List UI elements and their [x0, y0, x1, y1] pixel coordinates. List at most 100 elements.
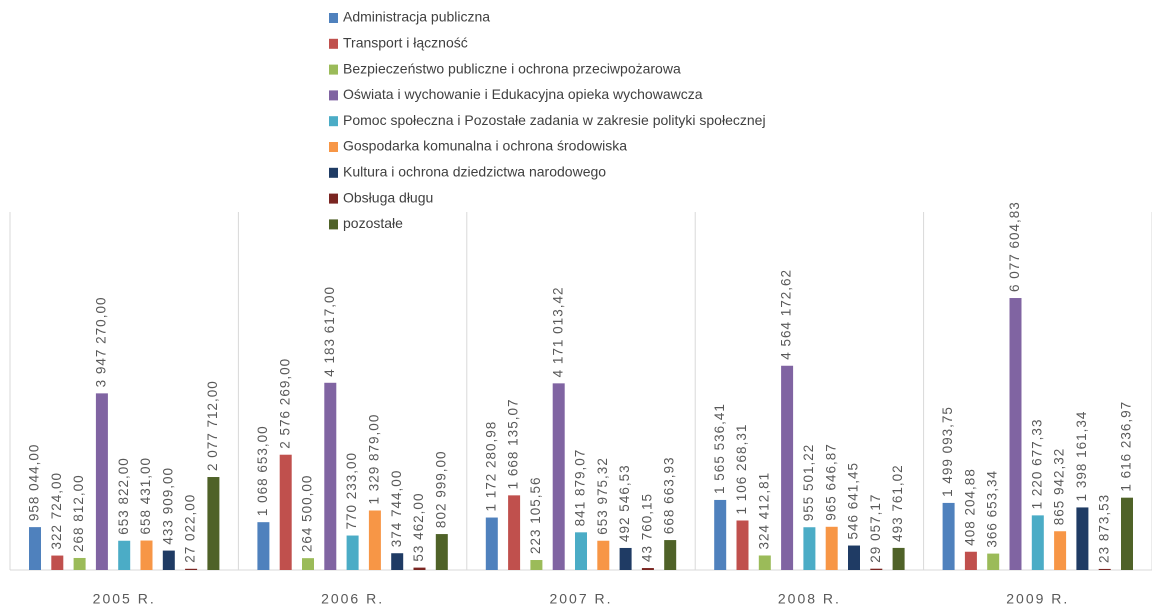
- value-label: 374 744,00: [389, 470, 404, 548]
- value-label: 492 546,53: [617, 464, 632, 542]
- bar: [1031, 515, 1044, 570]
- legend-label: Transport i łączność: [343, 35, 468, 51]
- value-label: 223 105,56: [528, 476, 543, 554]
- value-label: 4 183 617,00: [322, 286, 337, 377]
- value-label: 841 879,07: [573, 449, 588, 527]
- bar: [324, 382, 337, 570]
- bar: [368, 510, 381, 570]
- legend-swatch: [329, 13, 338, 23]
- value-label: 1 329 879,00: [366, 414, 381, 505]
- value-label: 1 172 280,98: [483, 421, 498, 512]
- bar: [619, 547, 632, 570]
- bar: [485, 517, 498, 570]
- bar: [736, 520, 749, 570]
- legend-label: Gospodarka komunalna i ochrona środowisk…: [343, 138, 627, 154]
- bar: [552, 383, 565, 570]
- legend-swatch: [329, 64, 338, 75]
- value-label: 546 641,45: [846, 462, 861, 540]
- value-label: 322 724,00: [49, 472, 64, 550]
- x-tick-label: 2005 R.: [93, 591, 156, 607]
- bar: [641, 568, 654, 570]
- value-label: 493 761,02: [890, 464, 905, 542]
- bar: [597, 540, 610, 570]
- bar: [207, 477, 220, 570]
- bar: [1009, 298, 1022, 570]
- bar: [257, 522, 270, 570]
- bar: [781, 365, 794, 570]
- value-label: 3 947 270,00: [93, 297, 108, 388]
- value-label: 268 812,00: [71, 474, 86, 552]
- value-label: 324 412,81: [756, 472, 771, 550]
- bar: [302, 558, 314, 570]
- bar: [892, 547, 905, 570]
- legend-swatch: [329, 142, 338, 152]
- value-label: 770 233,00: [344, 452, 359, 530]
- value-label: 23 873,53: [1096, 494, 1111, 563]
- x-tick-label: 2009 R.: [1006, 591, 1069, 607]
- bar: [51, 555, 64, 570]
- bar: [987, 553, 1000, 570]
- legend-swatch: [329, 167, 338, 178]
- value-label: 965 646,87: [823, 443, 838, 521]
- value-label: 1 668 135,07: [506, 399, 521, 490]
- value-label: 668 663,93: [662, 456, 677, 534]
- legend-swatch: [329, 193, 338, 204]
- x-tick-label: 2008 R.: [778, 591, 841, 607]
- value-label: 53 462,00: [411, 493, 426, 562]
- value-label: 1 565 536,41: [712, 403, 727, 494]
- value-label: 653 975,32: [595, 457, 610, 535]
- bar: [1121, 497, 1133, 570]
- bar: [29, 527, 41, 570]
- bar: [73, 557, 86, 570]
- bar: [848, 545, 860, 570]
- bar: [942, 502, 955, 570]
- bar: [664, 540, 677, 570]
- bar: [140, 540, 153, 570]
- bar: [162, 550, 175, 570]
- x-tick-label: 2006 R.: [321, 591, 384, 607]
- legend-label: Pomoc społeczna i Pozostałe zadania w za…: [343, 112, 766, 128]
- value-label: 658 431,00: [138, 457, 153, 535]
- x-tick-label: 2007 R.: [549, 591, 612, 607]
- value-label: 433 909,00: [160, 467, 175, 545]
- value-label: 408 204,88: [962, 468, 977, 546]
- legend-label: Oświata i wychowanie i Edukacyjna opieka…: [343, 86, 703, 102]
- bar: [391, 553, 404, 570]
- bar: [508, 495, 521, 570]
- bar: [964, 551, 977, 570]
- bar: [575, 532, 587, 570]
- bar: [95, 393, 108, 570]
- value-label: 955 501,22: [801, 444, 816, 522]
- value-label: 2 077 712,00: [205, 380, 220, 471]
- value-label: 2 576 269,00: [277, 358, 292, 449]
- bar: [1054, 531, 1067, 570]
- bar: [825, 526, 838, 570]
- legend-label: Bezpieczeństwo publiczne i ochrona przec…: [343, 60, 681, 76]
- legend-swatch: [329, 90, 338, 101]
- value-label: 802 999,00: [433, 450, 448, 528]
- value-label: 264 500,00: [300, 475, 315, 553]
- bar: [714, 499, 727, 570]
- value-label: 1 068 653,00: [255, 425, 270, 516]
- value-label: 1 106 268,31: [734, 424, 749, 515]
- value-label: 366 653,34: [985, 470, 1000, 548]
- legend-label: Obsługa długu: [343, 189, 433, 205]
- legend-swatch: [329, 116, 338, 127]
- bar: [758, 555, 771, 570]
- bar: [118, 540, 131, 570]
- bar: [346, 535, 359, 570]
- value-label: 958 044,00: [27, 444, 42, 522]
- value-label: 43 760,15: [639, 493, 654, 562]
- bar: [870, 568, 883, 570]
- value-label: 4 171 013,42: [550, 287, 565, 378]
- bar: [530, 560, 543, 570]
- value-label: 1 499 093,75: [940, 406, 955, 497]
- legend-label: Administracja publiczna: [343, 9, 490, 25]
- legend-swatch: [329, 38, 338, 49]
- legend-label: Kultura i ochrona dziedzictwa narodowego: [343, 164, 606, 180]
- value-label: 29 057,17: [868, 494, 883, 563]
- value-label: 865 942,32: [1052, 448, 1067, 526]
- value-label: 4 564 172,62: [779, 269, 794, 360]
- value-label: 27 022,00: [183, 494, 198, 563]
